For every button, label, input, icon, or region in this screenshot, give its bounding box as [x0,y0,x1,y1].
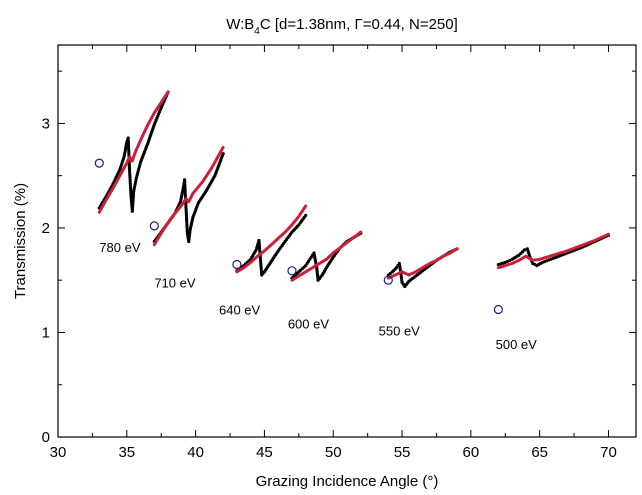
x-tick-label: 40 [187,444,204,461]
x-tick-label: 50 [325,444,342,461]
measured-point [183,187,187,191]
energy-label: 640 eV [219,303,261,318]
fit-line [290,230,363,282]
x-tick-label: 45 [256,444,273,461]
energy-label: 550 eV [379,324,421,339]
reference-marker [287,266,297,276]
measured-point [183,194,188,198]
measured-point [304,213,308,217]
plot-frame [57,44,637,438]
x-tick-label: 35 [118,444,135,461]
segment-550-ev: 550 eV [379,247,459,339]
y-tick-label: 1 [42,324,50,341]
x-tick-label: 60 [463,444,480,461]
measured-point [183,185,187,189]
energy-label: 780 eV [99,240,141,255]
x-tick-label: 30 [50,444,67,461]
y-tick-label: 0 [42,429,50,446]
fit-line [496,232,610,270]
chart-title: W:B4C [d=1.38nm, Γ=0.44, N=250] [226,16,458,37]
fit-line [97,90,170,214]
y-tick-label: 3 [42,115,50,132]
energy-label: 710 eV [154,276,196,291]
reference-marker [149,221,159,231]
segment-500-ev: 500 eV [493,232,611,352]
measured-point [522,248,527,252]
y-axis-label: Transmission (%) [12,183,29,299]
fit-line [386,247,459,280]
x-tick-label: 65 [531,444,548,461]
segment-600-ev: 600 eV [287,230,363,331]
energy-label: 600 eV [288,316,330,331]
x-tick-label: 55 [394,444,411,461]
fit-line [235,204,308,274]
measured-point [183,178,187,182]
reference-marker [383,275,393,285]
measured-point [183,180,187,184]
fit-line [152,145,225,247]
reference-marker [94,158,104,168]
measured-point [183,191,187,196]
data-marks: 780 eV 710 eV 640 eV 600 eV 550 eV 500 eV [94,90,611,352]
x-tick-label: 70 [600,444,617,461]
reference-marker [493,304,503,315]
axis-ticks: 30 35 40 45 50 55 60 65 70 0 1 2 3 [42,45,636,461]
energy-label: 500 eV [496,337,538,352]
reference-marker [232,259,242,270]
y-tick-label: 2 [42,220,50,237]
x-axis-label: Grazing Incidence Angle (°) [256,473,439,490]
segment-640-ev: 640 eV [219,204,308,318]
segment-710-ev: 710 eV [149,145,225,291]
measured-point [221,152,225,156]
measured-point [183,182,187,186]
segment-780-ev: 780 eV [94,90,170,255]
measured-point [184,203,188,207]
measured-point [183,189,187,193]
